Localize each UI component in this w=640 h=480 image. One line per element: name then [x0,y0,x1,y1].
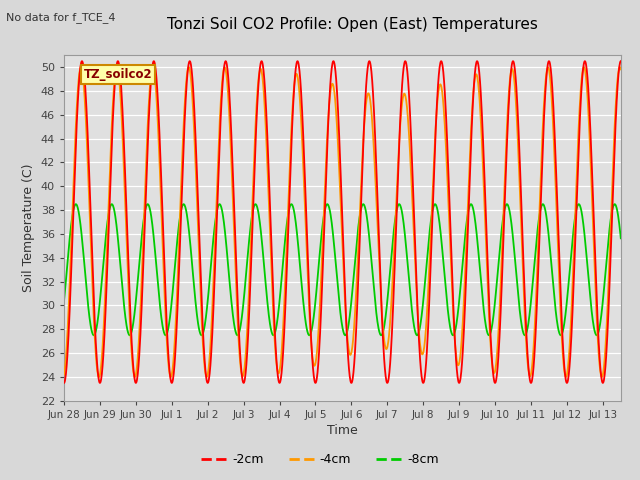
Legend: -2cm, -4cm, -8cm: -2cm, -4cm, -8cm [196,448,444,471]
X-axis label: Time: Time [327,424,358,437]
Text: No data for f_TCE_4: No data for f_TCE_4 [6,12,116,23]
Y-axis label: Soil Temperature (C): Soil Temperature (C) [22,164,35,292]
Text: Tonzi Soil CO2 Profile: Open (East) Temperatures: Tonzi Soil CO2 Profile: Open (East) Temp… [166,17,538,32]
Text: TZ_soilco2: TZ_soilco2 [83,68,152,81]
